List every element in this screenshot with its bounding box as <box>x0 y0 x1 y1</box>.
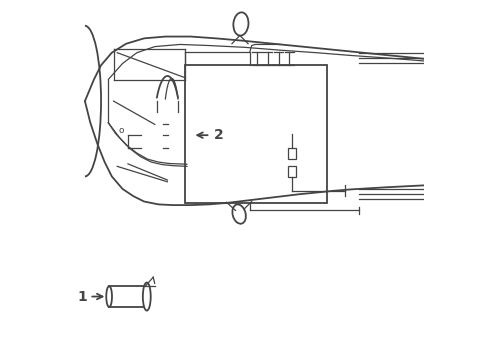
Ellipse shape <box>232 204 245 224</box>
Bar <box>185 65 326 203</box>
Bar <box>287 166 296 177</box>
Ellipse shape <box>142 283 150 311</box>
Ellipse shape <box>106 286 112 307</box>
Bar <box>109 286 146 307</box>
Text: o: o <box>118 126 123 135</box>
Text: 2: 2 <box>214 128 224 142</box>
Bar <box>287 148 296 159</box>
Ellipse shape <box>233 12 248 36</box>
Text: 1: 1 <box>77 289 87 303</box>
